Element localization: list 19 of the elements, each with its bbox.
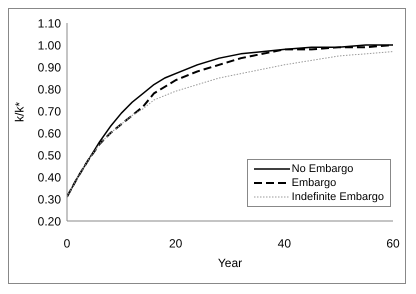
legend-label: No Embargo <box>292 162 354 176</box>
x-tick-label: 0 <box>64 236 71 251</box>
legend-label: Embargo <box>292 176 336 190</box>
y-tick-label: 0.80 <box>38 82 62 96</box>
y-tick-label: 1.00 <box>38 38 62 52</box>
y-tick-label: 0.60 <box>38 126 62 140</box>
x-tick-label: 60 <box>386 236 400 251</box>
y-tick-label: 0.30 <box>38 192 62 206</box>
x-tick-label: 40 <box>278 236 292 251</box>
y-axis-title: k/k* <box>12 102 26 122</box>
legend-label: Indefinite Embargo <box>292 190 384 204</box>
x-tick-label: 20 <box>168 236 183 251</box>
y-tick-label: 0.90 <box>38 60 62 74</box>
y-tick-label: 0.70 <box>38 104 62 118</box>
y-tick-label: 1.10 <box>38 16 62 30</box>
y-tick-label: 0.50 <box>38 148 62 162</box>
y-tick-label: 0.40 <box>38 170 62 184</box>
y-tick-label: 0.20 <box>38 214 62 228</box>
x-axis-title: Year <box>218 256 242 270</box>
